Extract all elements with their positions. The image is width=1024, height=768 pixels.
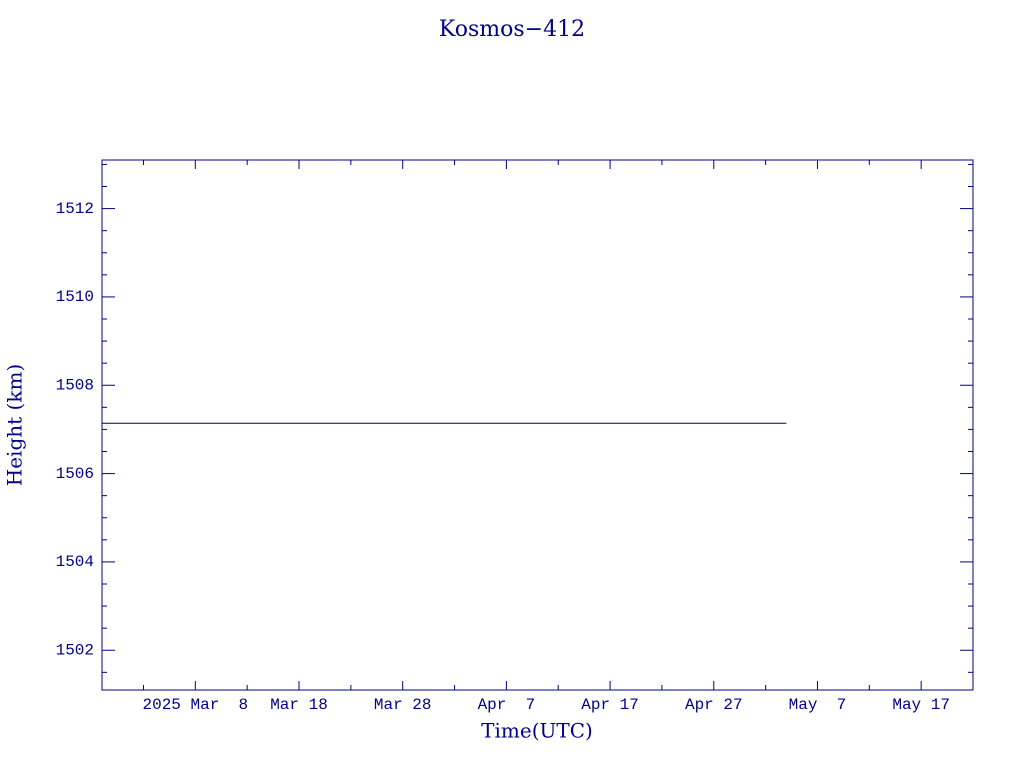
x-tick-label: Apr 7: [478, 696, 536, 714]
chart-title: Kosmos−412: [439, 17, 585, 42]
x-tick-label: May 17: [892, 696, 950, 714]
y-tick-label: 1502: [56, 641, 94, 659]
x-tick-label: Mar 18: [270, 696, 328, 714]
x-axis-label: Time(UTC): [481, 719, 593, 743]
plot-frame: [101, 159, 974, 691]
x-tick-label: Apr 27: [685, 696, 743, 714]
y-tick-label: 1504: [56, 553, 94, 571]
y-axis-label: Height (km): [3, 364, 27, 486]
y-tick-label: 1510: [56, 288, 94, 306]
y-tick-label: 1506: [56, 465, 94, 483]
y-tick-label: 1508: [56, 376, 94, 394]
x-tick-label: 2025 Mar 8: [143, 696, 249, 714]
x-tick-label: Apr 17: [581, 696, 639, 714]
y-tick-label: 1512: [56, 200, 94, 218]
x-tick-label: May 7: [789, 696, 847, 714]
x-tick-label: Mar 28: [374, 696, 432, 714]
